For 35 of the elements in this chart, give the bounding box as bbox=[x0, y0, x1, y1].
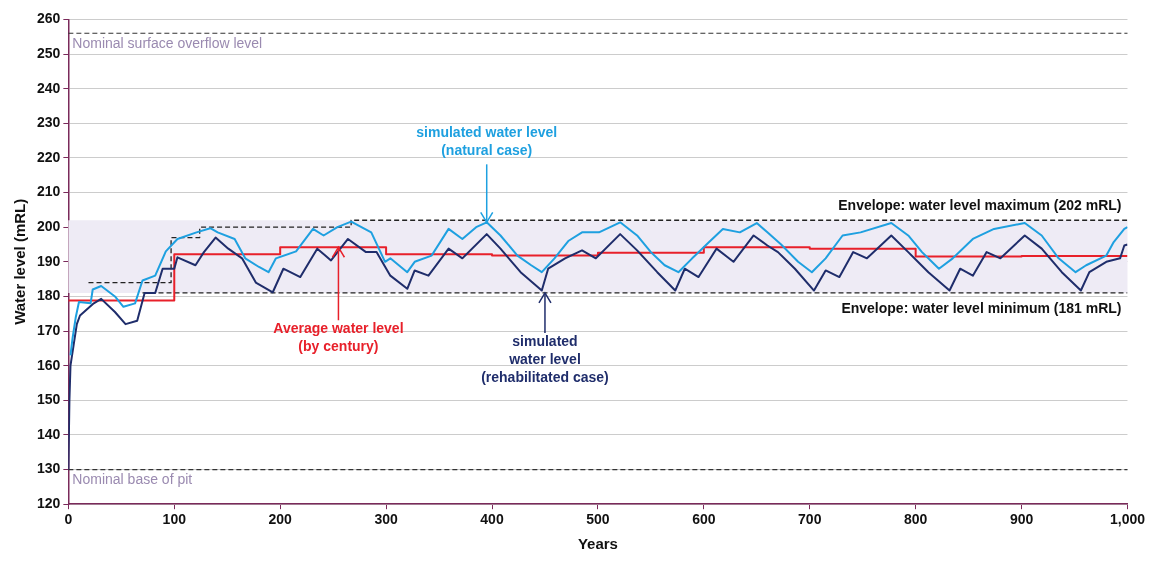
y-tick-label: 250 bbox=[37, 44, 61, 61]
x-tick-label: 100 bbox=[162, 511, 187, 528]
annotation: simulated water level (rehabilitated case) bbox=[481, 332, 609, 385]
annotation: Average water level (by century) bbox=[273, 320, 404, 355]
y-tick-label: 200 bbox=[37, 218, 61, 235]
x-tick-label: 1,000 bbox=[1109, 511, 1146, 528]
y-tick-label: 240 bbox=[37, 79, 61, 96]
y-axis-title: Water level (mRL) bbox=[11, 198, 29, 325]
y-tick-label: 140 bbox=[37, 425, 61, 442]
y-tick-label: 170 bbox=[37, 321, 61, 338]
x-tick-label: 500 bbox=[586, 511, 610, 528]
x-tick-label: 200 bbox=[268, 511, 293, 528]
y-tick-label: 210 bbox=[37, 183, 61, 200]
y-tick-label: 220 bbox=[37, 148, 61, 165]
y-tick-label: 120 bbox=[37, 495, 61, 512]
series-label: Envelope: water level maximum (202 mRL) bbox=[838, 197, 1122, 214]
y-tick-label: 150 bbox=[37, 391, 61, 408]
x-tick-label: 0 bbox=[64, 511, 73, 528]
y-tick-label: 260 bbox=[37, 10, 61, 27]
y-tick-label: 230 bbox=[37, 114, 61, 131]
x-tick-label: 700 bbox=[798, 511, 822, 528]
x-tick-label: 600 bbox=[692, 511, 716, 528]
x-tick-label: 800 bbox=[903, 511, 928, 528]
annotation: simulated water level (natural case) bbox=[416, 124, 558, 159]
series-label: Envelope: water level minimum (181 mRL) bbox=[841, 299, 1122, 316]
y-tick-label: 190 bbox=[37, 252, 61, 269]
ref-line-label: Nominal base of pit bbox=[72, 471, 193, 488]
x-tick-label: 900 bbox=[1009, 511, 1034, 528]
y-tick-label: 160 bbox=[37, 356, 61, 373]
y-tick-label: 130 bbox=[37, 460, 61, 477]
x-tick-label: 300 bbox=[374, 511, 398, 528]
ref-line-label: Nominal surface overflow level bbox=[72, 35, 263, 52]
x-tick-label: 400 bbox=[480, 511, 504, 528]
x-axis-title: Years bbox=[577, 535, 618, 553]
y-tick-label: 180 bbox=[37, 287, 61, 304]
